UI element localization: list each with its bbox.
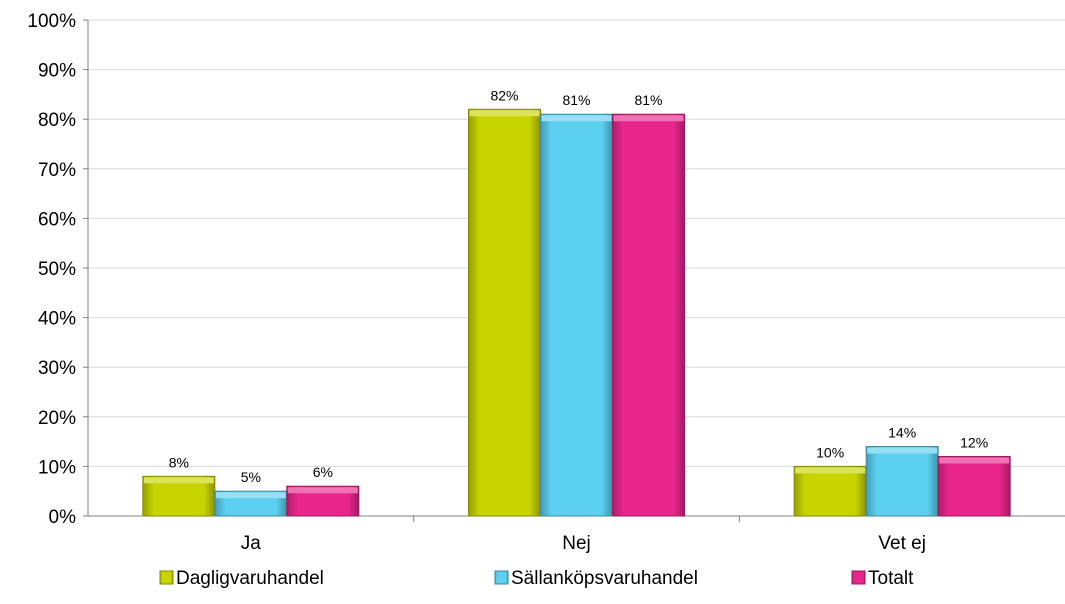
legend-item: Sällanköpsvaruhandel <box>494 568 698 589</box>
bar <box>612 113 685 517</box>
bar <box>142 475 216 517</box>
y-tick-label: 90% <box>38 61 76 82</box>
y-tick-label: 10% <box>38 457 76 478</box>
data-label: 5% <box>241 469 261 485</box>
y-tick-label: 60% <box>38 209 76 230</box>
legend-item: Dagligvaruhandel <box>159 568 324 589</box>
y-tick-label: 100% <box>27 11 76 32</box>
legend-swatch <box>851 570 866 585</box>
y-tick-label: 50% <box>38 259 76 280</box>
bar <box>468 108 541 517</box>
y-tick-label: 30% <box>38 358 76 379</box>
data-label: 81% <box>634 92 662 108</box>
x-category-label: Ja <box>241 533 262 554</box>
bar <box>214 490 288 517</box>
data-label: 12% <box>960 434 988 450</box>
bar <box>937 455 1011 517</box>
legend-item: Totalt <box>851 568 914 589</box>
data-label: 8% <box>169 454 189 470</box>
data-label: 10% <box>816 444 844 460</box>
data-label: 82% <box>490 87 518 103</box>
legend-label: Sällanköpsvaruhandel <box>511 568 698 589</box>
legend-swatch <box>159 570 174 585</box>
bar <box>793 465 867 517</box>
legend-label: Totalt <box>868 568 914 589</box>
data-label: 6% <box>313 464 333 480</box>
y-tick-label: 20% <box>38 408 76 429</box>
y-tick-label: 80% <box>38 110 76 131</box>
y-tick-label: 70% <box>38 160 76 181</box>
bar <box>540 113 613 517</box>
x-category-label: Vet ej <box>878 533 926 554</box>
legend-swatch <box>494 570 509 585</box>
data-label: 81% <box>562 92 590 108</box>
legend: Dagligvaruhandel Sällanköpsvaruhandel Tota… <box>159 568 914 589</box>
data-label: 14% <box>888 425 916 441</box>
bar <box>286 485 360 517</box>
x-category-label: Nej <box>562 533 591 554</box>
bars <box>142 108 1011 517</box>
legend-label: Dagligvaruhandel <box>176 568 324 589</box>
bar <box>865 446 939 517</box>
y-tick-label: 0% <box>49 507 77 528</box>
labels: Ja 8% 5% 6% Nej 82% 81% 81% Vet ej 10% 14% 12% <box>169 87 988 554</box>
y-tick-label: 40% <box>38 309 76 330</box>
